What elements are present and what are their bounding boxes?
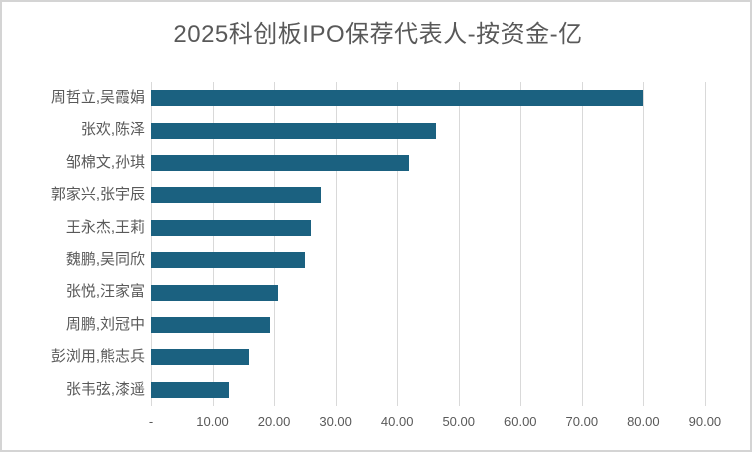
x-tick-label: 80.00	[627, 414, 660, 429]
category-label: 彭浏用,熊志兵	[50, 348, 145, 366]
category-label: 邹棉文,孙琪	[65, 153, 145, 171]
x-tick-label: -	[148, 414, 154, 429]
bar-王永杰,王莉	[151, 219, 311, 236]
bar-张欢,陈泽	[151, 122, 436, 139]
bar-彭浏用,熊志兵	[151, 349, 250, 366]
gridline-50.00	[458, 82, 460, 406]
gridline-40.00	[397, 82, 399, 406]
x-tick-label: 50.00	[442, 414, 475, 429]
bar-周鹏,刘冠中	[151, 317, 270, 333]
plot-area	[151, 82, 745, 406]
x-tick-label: 10.00	[196, 414, 229, 429]
category-label: 张悦,汪家富	[65, 283, 145, 301]
x-tick-label: 60.00	[503, 414, 537, 429]
gridline-90.00	[704, 82, 706, 406]
bar-邹棉文,孙琪	[151, 155, 410, 171]
x-tick-label: 70.00	[565, 414, 599, 429]
x-tick-label: 40.00	[380, 414, 414, 429]
category-label: 周鹏,刘冠中	[65, 315, 145, 333]
gridline-20.00	[274, 82, 276, 406]
x-tick-label: 20.00	[257, 414, 291, 429]
category-label: 张韦弦,漆遥	[65, 380, 145, 398]
bar-郭家兴,张宇辰	[151, 187, 321, 204]
bar-周哲立,吴霞娟	[151, 90, 644, 107]
value-axis: - 10.00 20.00 30.00 40.00 50.00 60.00 70.00 80.0…	[2, 414, 750, 434]
category-axis: 周哲立,吴霞娟张欢,陈泽邹棉文,孙琪郭家兴,张宇辰王永杰,王莉 魏鹏,吴同欣 张悦,…	[2, 82, 145, 406]
category-label: 郭家兴,张宇辰	[50, 186, 145, 204]
gridline-10.00	[212, 82, 214, 406]
category-label: 周哲立,吴霞娟	[50, 89, 145, 106]
gridline-30.00	[335, 82, 337, 406]
bar-张悦,汪家富	[151, 284, 278, 301]
bar-魏鹏,吴同欣	[151, 252, 306, 269]
x-tick-label: 30.00	[319, 414, 352, 429]
gridline-60.00	[520, 82, 522, 406]
gridline-70.00	[581, 82, 583, 406]
chart-title: 2025科创板IPO保荐代表人-按资金-亿	[173, 21, 583, 48]
bar-张韦弦,漆遥	[151, 381, 230, 398]
category-label: 王永杰,王莉	[65, 218, 145, 236]
gridline-80.00	[643, 82, 645, 406]
x-tick-label: 90.00	[688, 414, 722, 429]
category-label: 魏鹏,吴同欣	[65, 251, 145, 268]
category-label: 张欢,陈泽	[80, 121, 145, 139]
gridline--	[151, 82, 152, 406]
